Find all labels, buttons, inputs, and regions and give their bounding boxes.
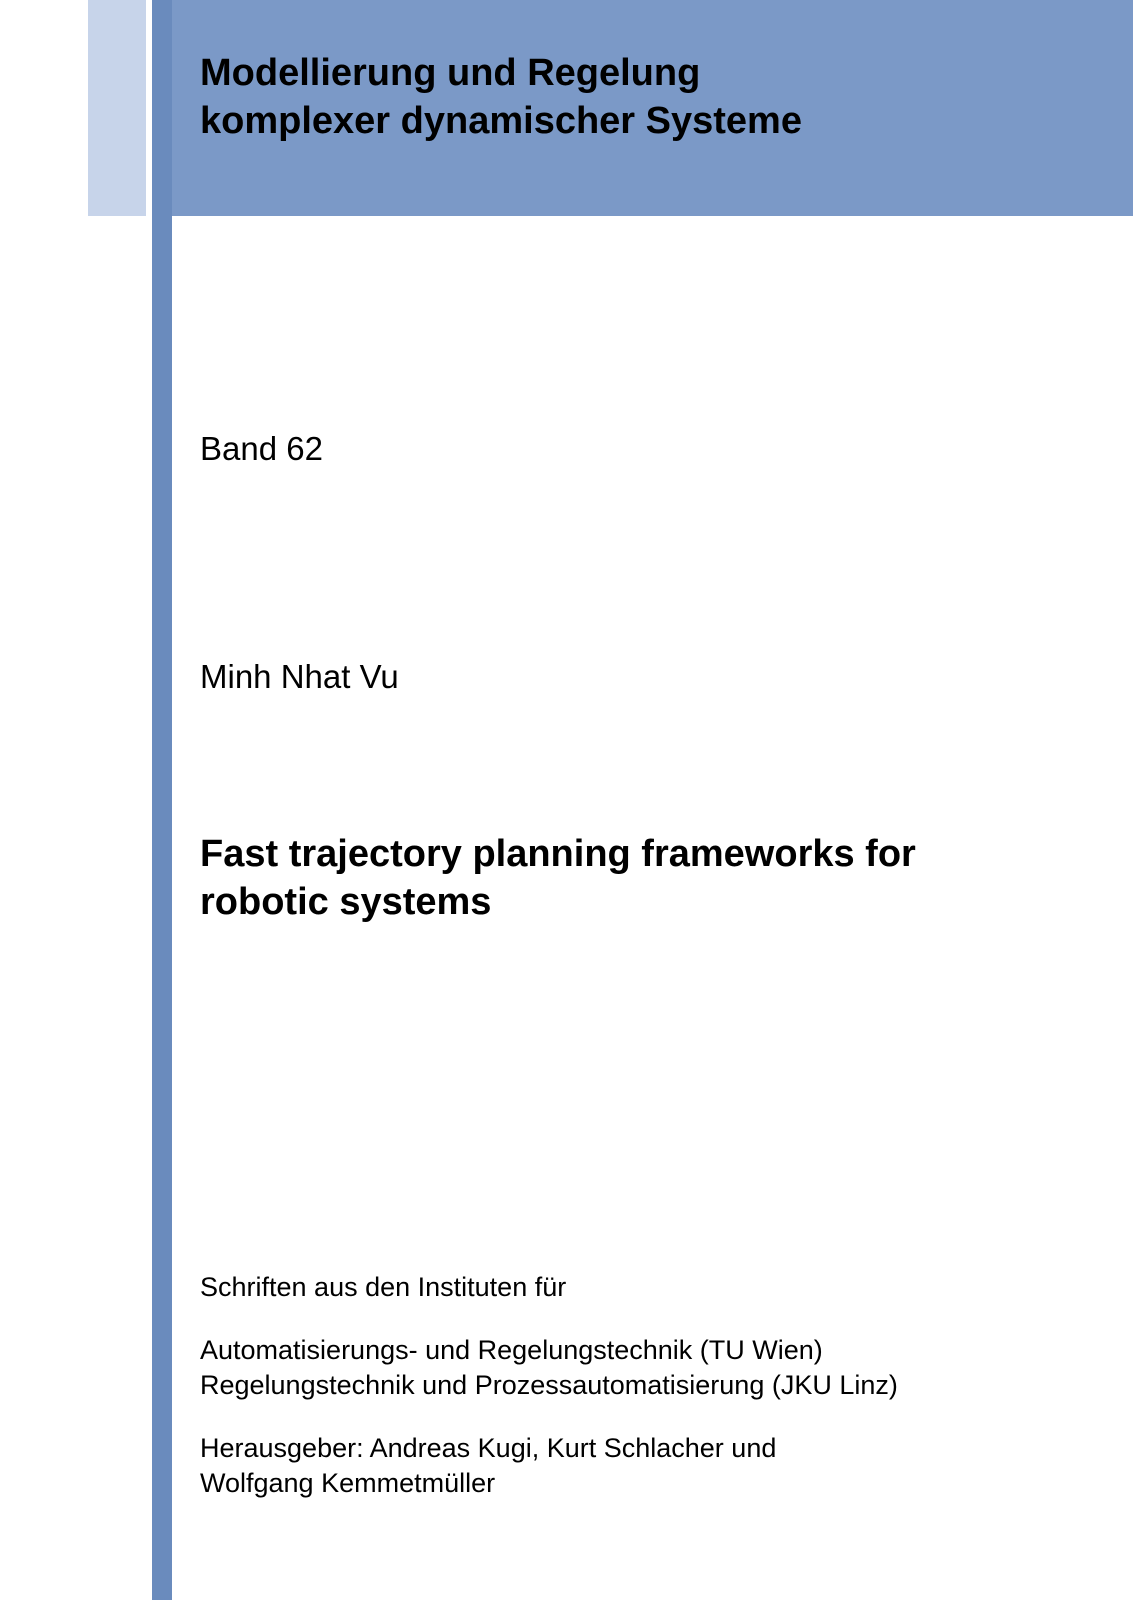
title-line1: Fast trajectory planning frameworks for [200, 833, 916, 875]
footer-editors: Herausgeber: Andreas Kugi, Kurt Schlache… [200, 1431, 1073, 1501]
series-title-line1: Modellierung und Regelung [200, 52, 700, 94]
left-light-bar [88, 0, 146, 216]
title-line2: robotic systems [200, 881, 491, 923]
footer-intro: Schriften aus den Instituten für [200, 1270, 1073, 1305]
footer-institutes: Automatisierungs- und Regelungstechnik (… [200, 1333, 1073, 1403]
header-band: Modellierung und Regelung komplexer dyna… [172, 0, 1133, 216]
footer-editors-line1: Herausgeber: Andreas Kugi, Kurt Schlache… [200, 1433, 776, 1463]
content-block: Band 62 Minh Nhat Vu Fast trajectory pla… [200, 430, 1073, 926]
author-name: Minh Nhat Vu [200, 658, 1073, 696]
volume-number: Band 62 [200, 430, 1073, 468]
footer-institute-2: Regelungstechnik und Prozessautomatisier… [200, 1370, 898, 1400]
footer-block: Schriften aus den Instituten für Automat… [200, 1270, 1073, 1501]
series-title-line2: komplexer dynamischer Systeme [200, 100, 802, 142]
series-title: Modellierung und Regelung komplexer dyna… [200, 50, 1093, 145]
left-dark-bar [152, 0, 172, 1600]
cover-page: Modellierung und Regelung komplexer dyna… [0, 0, 1133, 1600]
footer-editors-line2: Wolfgang Kemmetmüller [200, 1468, 495, 1498]
footer-institute-1: Automatisierungs- und Regelungstechnik (… [200, 1335, 823, 1365]
book-title: Fast trajectory planning frameworks for … [200, 831, 1073, 926]
